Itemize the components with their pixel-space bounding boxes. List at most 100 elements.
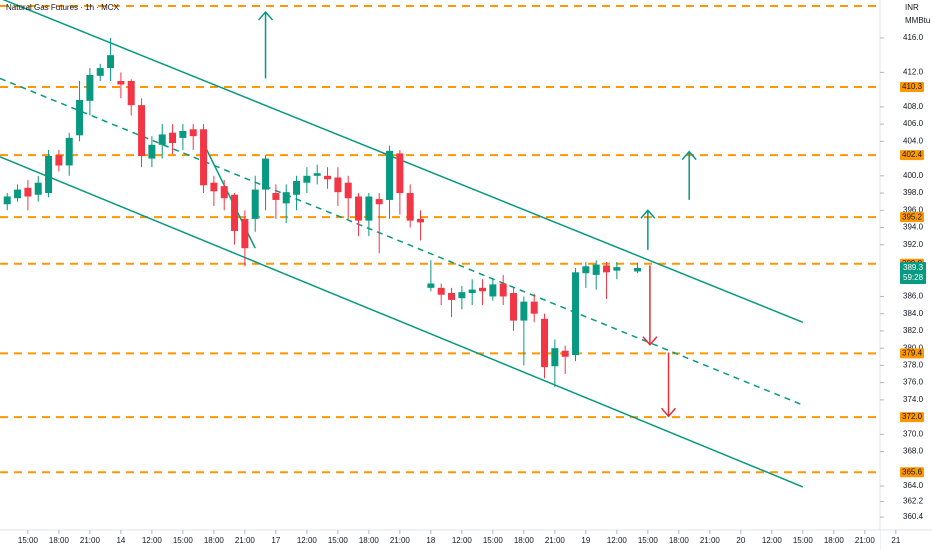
y-tick-label: 362.2 [903, 497, 924, 506]
x-tick-label: 20 [736, 536, 745, 545]
level-tag [900, 467, 924, 478]
y-tick-label: 408.0 [903, 102, 924, 111]
y-tick-label: 416.0 [903, 33, 924, 42]
candle-body [561, 350, 569, 357]
axes: 416.0 412.0 408.0 406.0 404.0 400.0 398.0 396.0… [18, 33, 926, 545]
candle-body [324, 175, 332, 180]
arrow [257, 10, 274, 79]
x-tick-label: 18:00 [824, 536, 845, 545]
candle-body [282, 192, 290, 204]
x-tick-label: 15:00 [638, 536, 659, 545]
candle-body [189, 129, 197, 137]
y-tick-label: 380.0 [903, 343, 924, 352]
arrow [640, 209, 656, 250]
candle-body [148, 144, 156, 159]
candle-body [303, 175, 311, 183]
chart-title: Natural Gas Futures · 1h · MCX [6, 3, 120, 12]
candle-body [448, 293, 456, 300]
arrow [642, 265, 658, 346]
y-tick-label: 364.0 [903, 481, 924, 490]
y-tick-label: 412.0 [903, 67, 924, 76]
candle-body [334, 177, 342, 193]
candle-body [86, 74, 94, 101]
y-tick-label: 368.0 [903, 447, 924, 456]
candle-body [489, 284, 497, 297]
candle-body [96, 68, 104, 76]
candle-body [107, 55, 115, 69]
unit: MMBtu [905, 16, 930, 25]
level-label: 365.6 [902, 467, 923, 476]
x-tick-label: 18:00 [49, 536, 70, 545]
trend-line [0, 156, 804, 488]
candle-body [14, 189, 22, 199]
candle-body [427, 283, 435, 288]
x-tick-label: 21:00 [390, 536, 411, 545]
x-tick-label: 19 [581, 536, 590, 545]
candle-body [65, 137, 73, 166]
level-label: 410.3 [902, 82, 923, 91]
candle-body [572, 272, 580, 356]
level-tag [900, 150, 924, 161]
y-tick-label: 398.0 [903, 188, 924, 197]
candle-body [169, 132, 177, 144]
x-tick-label: 21:00 [545, 536, 566, 545]
y-tick-label: 374.0 [903, 395, 924, 404]
candle-body [293, 180, 301, 195]
y-tick-label: 404.0 [903, 136, 924, 145]
last-price-tag [900, 262, 926, 285]
candle-body [200, 129, 208, 186]
level-tag [900, 348, 924, 359]
x-tick-label: 12:00 [452, 536, 473, 545]
x-tick-label: 18:00 [204, 536, 225, 545]
y-tick-label: 376.0 [903, 378, 924, 387]
candle-body [158, 134, 166, 145]
candle-body [272, 193, 280, 200]
level-tag [900, 212, 924, 223]
x-tick-label: 15:00 [483, 536, 504, 545]
x-tick-label: 12:00 [607, 536, 628, 545]
x-tick-label: 18:00 [359, 536, 380, 545]
candle-body [603, 265, 611, 273]
y-tick-label: 382.0 [903, 326, 924, 335]
x-tick-label: 12:00 [142, 536, 163, 545]
candle-body [138, 105, 146, 156]
level-label: 402.4 [902, 150, 923, 159]
candle-body [375, 199, 383, 205]
y-tick-label: 400.0 [903, 171, 924, 180]
x-tick-label: 18:00 [669, 536, 690, 545]
y-tick-label: 370.0 [903, 429, 924, 438]
candle-body [45, 155, 53, 194]
candle-body [396, 153, 404, 194]
y-tick-label: 394.0 [903, 223, 924, 232]
candle-body [241, 218, 249, 249]
candle-body [262, 158, 270, 190]
candle-body [634, 268, 642, 272]
candle-body [55, 155, 63, 166]
candle-body [582, 266, 590, 274]
level-label: 395.2 [902, 212, 923, 221]
candle-body [210, 182, 218, 192]
y-tick-label: 406.0 [903, 119, 924, 128]
candle-body [499, 283, 507, 297]
candle-body [251, 189, 259, 219]
last-price-label: 389.3 [903, 263, 924, 272]
x-tick-label: 21 [891, 536, 900, 545]
candle-body [127, 81, 135, 106]
y-tick-label: 378.0 [903, 361, 924, 370]
x-tick-label: 18:00 [514, 536, 535, 545]
currency: INR [905, 3, 919, 12]
countdown: 59:28 [903, 273, 924, 282]
trend-line [0, 77, 804, 406]
candle-body [551, 348, 559, 367]
candle-body [510, 293, 518, 321]
candle-body [24, 187, 32, 197]
candle-body [179, 130, 187, 138]
candle-body [313, 173, 321, 176]
candle-body [468, 289, 476, 294]
level-tag [900, 412, 924, 423]
candle-body [437, 287, 445, 295]
level-label: 379.4 [902, 348, 923, 357]
candle-body [458, 292, 466, 299]
y-tick-label: 392.0 [903, 240, 924, 249]
